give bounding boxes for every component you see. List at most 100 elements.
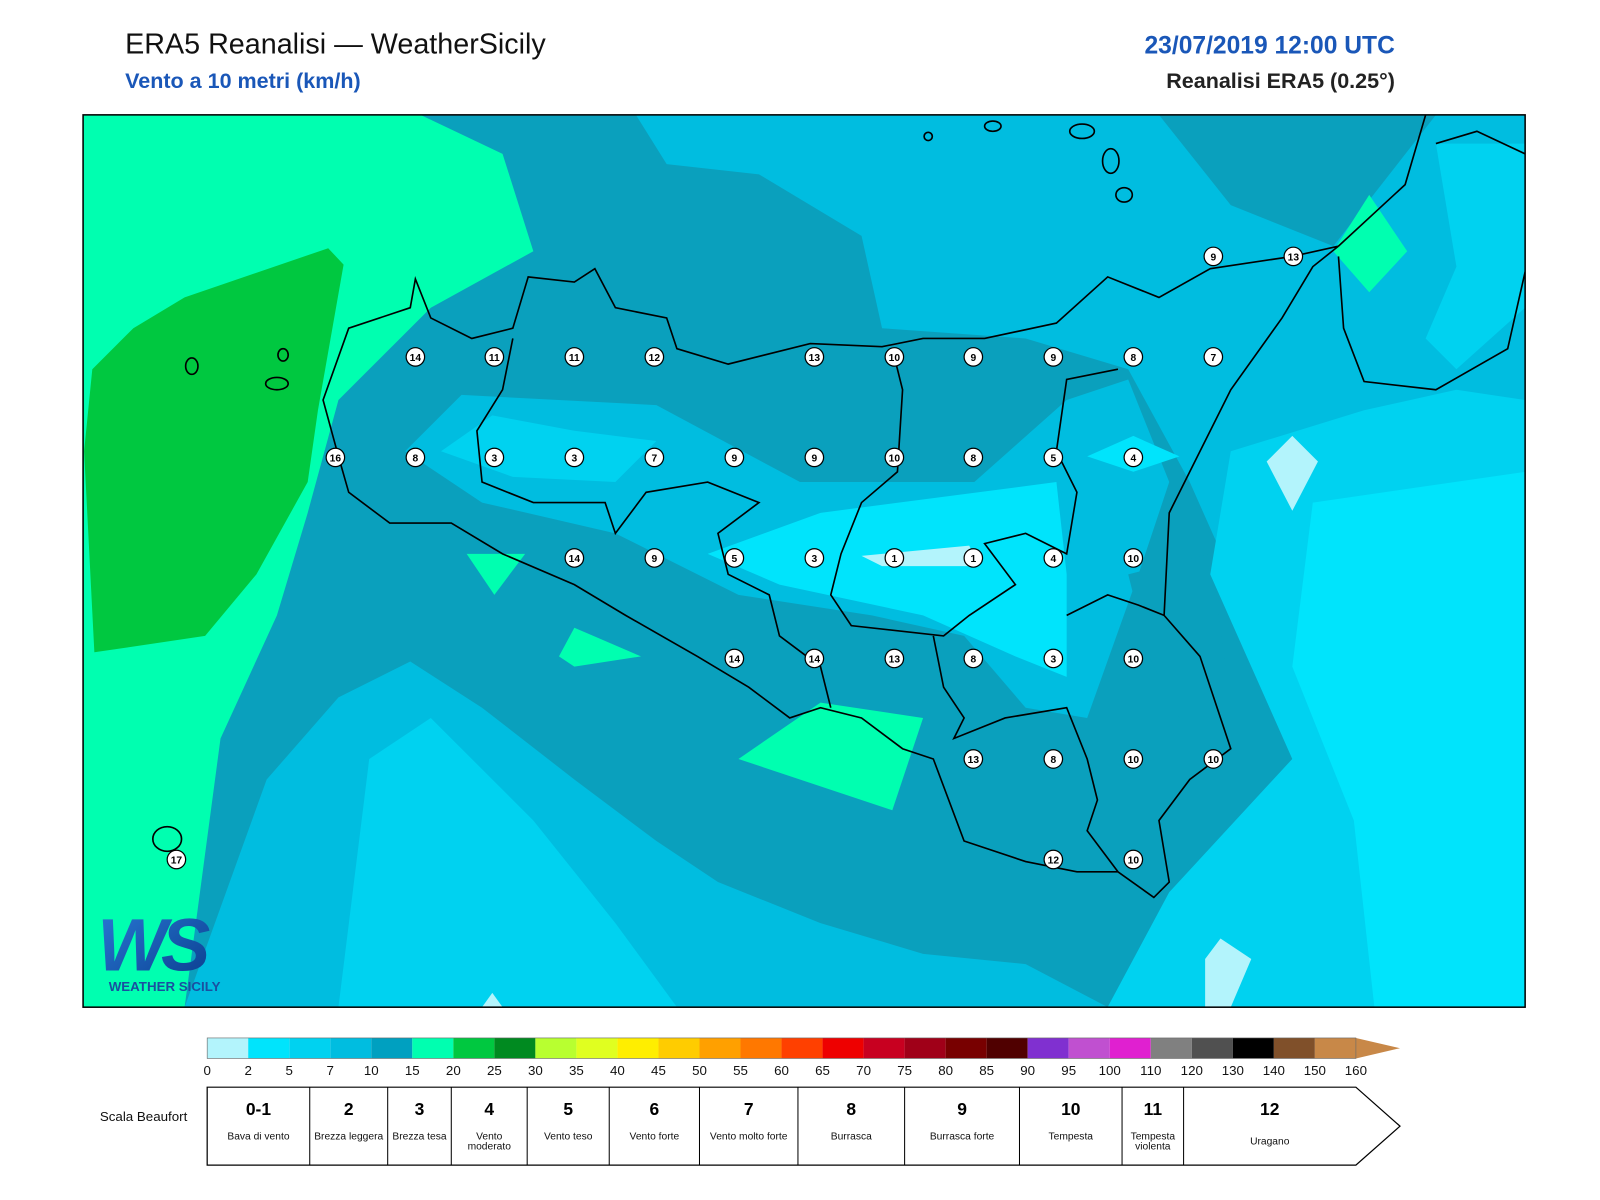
station-marker bbox=[325, 447, 346, 468]
station-marker bbox=[644, 548, 665, 568]
province-border bbox=[829, 348, 1119, 637]
wind-zone bbox=[1266, 435, 1318, 511]
wind-zone bbox=[84, 248, 344, 653]
island bbox=[151, 825, 183, 853]
logo-mark: WS bbox=[97, 903, 210, 986]
beaufort-scale: Scala Beaufort 0-1 Bava di vento 2 Brezza l… bbox=[100, 1086, 1401, 1166]
station-marker bbox=[1043, 447, 1064, 468]
station-value: 10 bbox=[1208, 755, 1220, 766]
station-marker bbox=[963, 347, 984, 367]
station-value: 10 bbox=[1128, 655, 1140, 666]
station-value: 10 bbox=[1128, 755, 1140, 766]
beaufort-label: Tempesta violenta bbox=[1130, 1132, 1176, 1153]
colorbar-tick-label: 40 bbox=[610, 1063, 625, 1078]
beaufort-label: Vento teso bbox=[543, 1132, 593, 1143]
station-marker bbox=[1123, 749, 1144, 769]
station-marker bbox=[804, 447, 825, 468]
colorbar-swatch bbox=[1027, 1037, 1069, 1059]
colorbar-tick-label: 30 bbox=[528, 1063, 543, 1078]
colorbar-swatch bbox=[494, 1037, 536, 1059]
colorbar-tick-label: 20 bbox=[446, 1063, 461, 1078]
island bbox=[1115, 186, 1134, 203]
station-value: 10 bbox=[889, 353, 901, 364]
beaufort-force: 10 bbox=[1061, 1099, 1080, 1119]
colorbar-tick-label: 75 bbox=[897, 1063, 912, 1078]
station-marker bbox=[884, 548, 905, 568]
station-value: 10 bbox=[1128, 554, 1140, 565]
colorbar-swatch bbox=[453, 1037, 495, 1059]
colorbar-swatch bbox=[535, 1037, 577, 1059]
colorbar-swatch bbox=[207, 1037, 249, 1059]
wind-zone bbox=[338, 717, 677, 1008]
island bbox=[184, 357, 199, 376]
wind-zone bbox=[707, 482, 1067, 677]
station-marker bbox=[644, 447, 665, 468]
calabria-coastline bbox=[1337, 256, 1526, 391]
station-value: 12 bbox=[1048, 856, 1060, 867]
beaufort-label: Burrasca forte bbox=[929, 1132, 995, 1143]
map-frame bbox=[82, 114, 1526, 1008]
beaufort-desc-box: Bava di vento bbox=[227, 1132, 290, 1143]
station-value: 8 bbox=[970, 454, 976, 465]
station-value: 5 bbox=[1050, 454, 1056, 465]
beaufort-force: 11 bbox=[1144, 1099, 1163, 1119]
colorbar-tick-label: 150 bbox=[1304, 1063, 1326, 1078]
beaufort-label: Bava di vento bbox=[227, 1132, 290, 1143]
station-marker bbox=[564, 548, 585, 568]
station-value: 11 bbox=[569, 353, 580, 364]
station-marker bbox=[963, 447, 984, 468]
colorbar-swatch bbox=[1150, 1037, 1192, 1059]
station-marker bbox=[724, 648, 745, 669]
beaufort-force: 4 bbox=[484, 1099, 494, 1119]
wind-zone bbox=[482, 992, 503, 1008]
beaufort-desc-box: Tempesta bbox=[1048, 1132, 1093, 1143]
beaufort-desc-box: Brezza tesa bbox=[392, 1132, 446, 1142]
station-value: 14 bbox=[809, 655, 821, 666]
island bbox=[983, 120, 1002, 133]
station-value: 7 bbox=[1210, 353, 1216, 364]
island bbox=[264, 376, 290, 391]
colorbar-swatch bbox=[1068, 1037, 1110, 1059]
station-value: 9 bbox=[812, 454, 818, 465]
colorbar-tick-label: 120 bbox=[1181, 1063, 1203, 1078]
beaufort-label: Vento forte bbox=[629, 1132, 680, 1143]
wind-zone bbox=[1292, 471, 1526, 1008]
station-marker bbox=[1043, 347, 1064, 367]
beaufort-label: Tempesta bbox=[1048, 1132, 1093, 1143]
colorbar-tick-label: 110 bbox=[1140, 1063, 1161, 1078]
colorbar-swatch bbox=[1232, 1037, 1274, 1059]
station-marker bbox=[1123, 548, 1144, 568]
colorbar-swatch bbox=[330, 1037, 372, 1059]
beaufort-desc-box: Vento molto forte bbox=[710, 1132, 788, 1142]
colorbar-tick-label: 7 bbox=[327, 1063, 334, 1078]
colorbar-swatch bbox=[781, 1037, 823, 1059]
station-value: 17 bbox=[171, 856, 183, 867]
province-border bbox=[1066, 593, 1165, 617]
station-value: 13 bbox=[1288, 253, 1300, 264]
beaufort-force: 5 bbox=[563, 1099, 573, 1119]
station-marker bbox=[1203, 749, 1224, 769]
wind-zone bbox=[1205, 938, 1252, 1008]
sicily-coastline bbox=[322, 245, 1339, 899]
station-value: 3 bbox=[492, 454, 498, 465]
station-marker bbox=[804, 347, 825, 367]
colorbar-tick-label: 10 bbox=[364, 1063, 379, 1078]
station-marker bbox=[1123, 447, 1144, 468]
station-marker bbox=[405, 447, 426, 468]
station-marker bbox=[1043, 749, 1064, 769]
station-value: 9 bbox=[732, 454, 738, 465]
calabria-coastline bbox=[1337, 114, 1427, 247]
colorbar-swatch bbox=[986, 1037, 1028, 1059]
station-marker bbox=[884, 447, 905, 468]
subtitle: Vento a 10 metri (km/h) bbox=[125, 69, 361, 93]
colorbar-tick-label: 15 bbox=[405, 1063, 420, 1078]
colorbar-tick-label: 140 bbox=[1263, 1063, 1285, 1078]
station-value: 13 bbox=[889, 655, 901, 666]
beaufort-desc-box: Burrasca forte bbox=[929, 1132, 995, 1143]
station-marker bbox=[1283, 246, 1304, 267]
colorbar-tick-label: 80 bbox=[938, 1063, 953, 1078]
datetime: 23/07/2019 12:00 UTC bbox=[1144, 32, 1395, 59]
station-value: 4 bbox=[1050, 554, 1056, 565]
